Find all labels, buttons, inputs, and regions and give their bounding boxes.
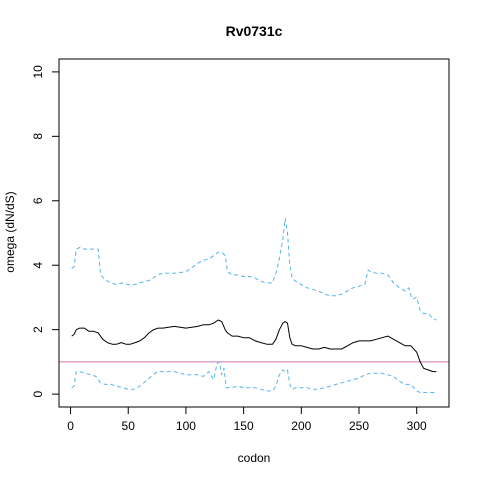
x-axis-label: codon [238, 451, 271, 465]
x-tick-label: 50 [122, 419, 136, 433]
series-line-upper-bound [71, 218, 437, 321]
y-axis-label: omega (dN/dS) [3, 191, 17, 272]
x-tick-label: 0 [67, 419, 74, 433]
y-tick-label: 0 [31, 390, 45, 397]
x-tick-label: 300 [407, 419, 427, 433]
y-tick-label: 4 [31, 262, 45, 269]
y-tick-label: 10 [31, 65, 45, 79]
series-line-estimate [71, 319, 437, 373]
y-tick-label: 6 [31, 197, 45, 204]
series-line-lower-bound [71, 361, 437, 393]
x-tick-label: 100 [176, 419, 196, 433]
x-tick-label: 150 [234, 419, 254, 433]
chart-title: Rv0731c [226, 23, 283, 39]
x-tick-label: 200 [291, 419, 311, 433]
y-tick-label: 8 [31, 133, 45, 140]
plot-area: 0 50 100 150 200 250 300 0 2 4 6 8 10 [31, 58, 450, 433]
x-tick-label: 250 [349, 419, 369, 433]
y-tick-label: 2 [31, 326, 45, 333]
plot-frame [58, 58, 450, 408]
